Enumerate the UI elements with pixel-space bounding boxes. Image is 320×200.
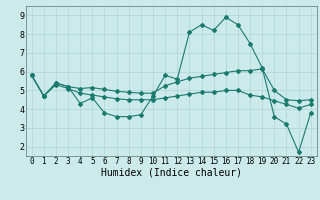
X-axis label: Humidex (Indice chaleur): Humidex (Indice chaleur)	[101, 168, 242, 178]
